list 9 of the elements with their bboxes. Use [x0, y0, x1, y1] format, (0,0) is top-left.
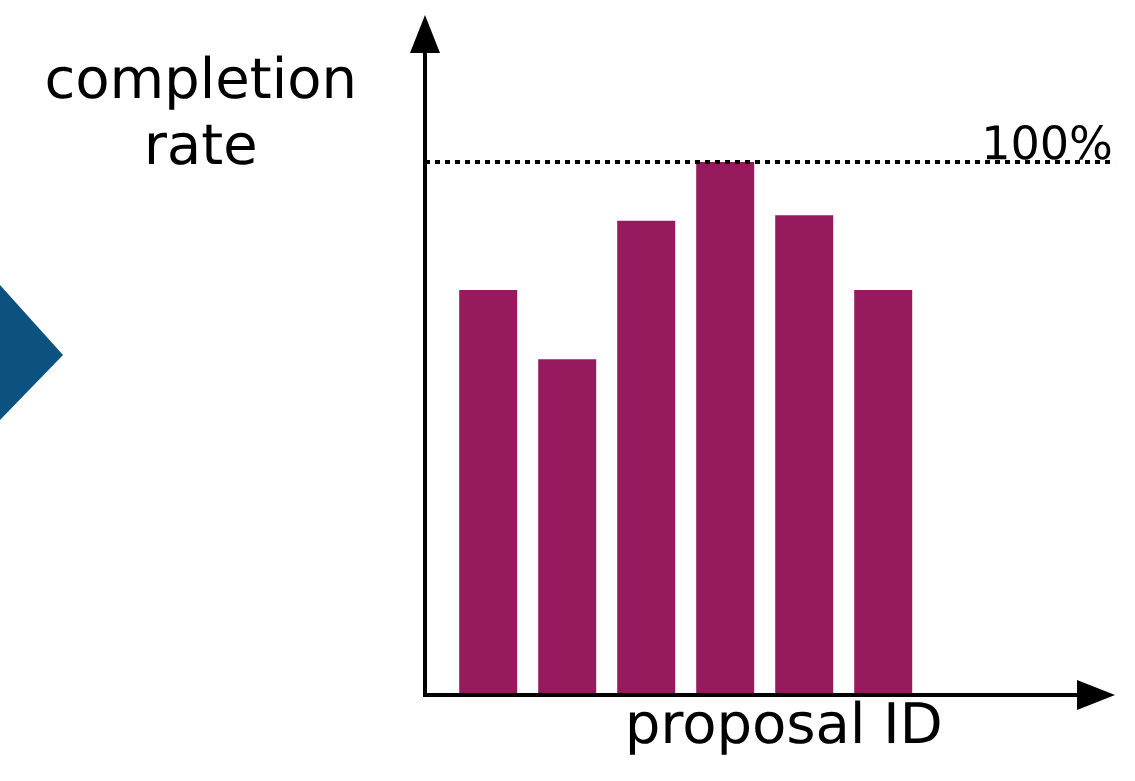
bar [854, 289, 913, 695]
bar [775, 215, 834, 695]
ref-line-label: 100% [986, 125, 1111, 160]
y-axis-title: completion rate [47, 55, 353, 165]
bar [459, 289, 518, 695]
bar [617, 220, 676, 695]
bar [696, 161, 755, 695]
bar [538, 359, 597, 695]
x-axis-title: proposal ID [629, 700, 940, 755]
